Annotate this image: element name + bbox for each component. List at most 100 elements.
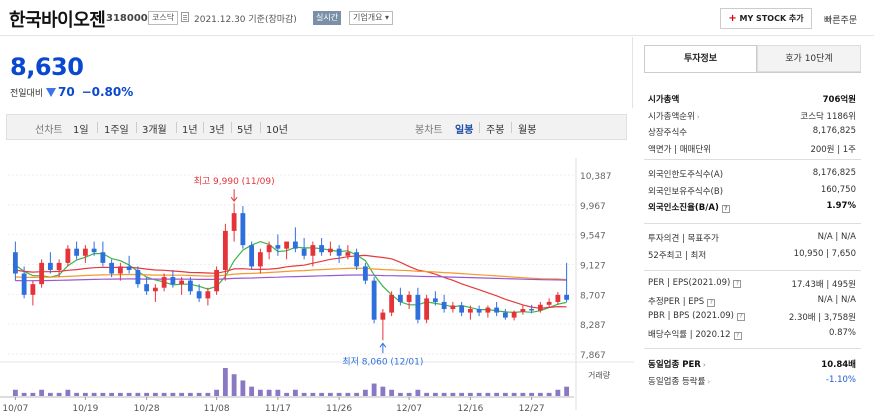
x-tick-label: 10/19 [72,404,98,414]
period-1y[interactable]: 1년 [182,125,198,136]
chevron-right-icon[interactable]: › [707,377,711,386]
volume-label: 거래량 [588,370,611,380]
volume-bar [152,392,158,396]
candle-body [327,248,333,253]
realtime-button[interactable]: 실시간 [313,11,342,25]
my-stock-add-button[interactable]: + MY STOCK 추가 [720,8,812,29]
candle-body [520,309,526,312]
chevron-right-icon[interactable]: › [696,112,700,121]
volume-bar [109,392,115,396]
volume-bar [117,392,123,396]
info-key: 동일업종 등락률 › [648,376,711,387]
period-10y[interactable]: 10년 [266,125,288,136]
info-row: 액면가 | 매매단위 200원 | 1주 [648,143,856,157]
high-arrowhead-icon [230,196,238,203]
x-tick-label: 10/07 [2,404,28,414]
help-icon[interactable]: ? [736,313,745,321]
volume-bar [529,392,535,396]
help-icon[interactable]: ? [733,331,742,340]
info-key: 동일업종 PER › [648,360,706,370]
candle-body [187,280,193,292]
change-percent: −0.80% [81,85,134,99]
candle-body [494,307,500,313]
chevron-right-icon[interactable]: › [702,361,706,369]
tab-investment-info[interactable]: 투자정보 [644,45,757,72]
volume-bar [65,389,71,396]
volume-bar [30,392,36,396]
volume-bar [126,392,132,396]
candle-body [397,294,403,302]
info-value: 706억원 [822,95,856,105]
info-row: 동일업종 PER › 10.84배 [648,358,856,372]
investment-info-panel: 투자정보 호가 10단계 시가총액 706억원 시가총액순위 › 코스닥 1186위 상장… [634,37,874,420]
candle-monthly[interactable]: 월봉 [518,125,537,136]
volume-bar [485,392,491,396]
volume-bar [205,392,211,396]
info-key: PBR | BPS (2021.09)? [648,311,745,321]
candle-body [354,252,360,267]
info-key: 액면가 | 매매단위 [648,144,712,155]
candle-body [310,245,316,256]
info-value: 0.87% [828,327,856,338]
info-row: 동일업종 등락률 › -1.10% [648,375,856,389]
candle-body [100,252,106,263]
info-value: 160,750 [820,184,856,195]
volume-bar [47,392,53,396]
period-3m[interactable]: 3개월 [142,125,167,136]
info-key: 외국인소진율(B/A)? [648,201,730,213]
volume-bar [319,392,325,396]
candle-body [380,312,386,320]
ma120-line [15,274,567,282]
y-tick-label: 8,287 [580,321,606,331]
volume-bar [546,392,552,396]
candle-body [502,312,508,318]
tab-order-book[interactable]: 호가 10단계 [757,45,861,72]
period-1d[interactable]: 1일 [73,125,89,136]
volume-bar [389,389,395,396]
chart-toolbar: 선차트 1일 1주일 3개월 1년 3년 5년 10년 봉차트 일봉 주봉 월봉 [6,114,627,140]
volume-bar [371,383,377,396]
volume-bar [39,389,45,396]
x-tick-label: 12/27 [519,404,545,414]
company-info-dropdown[interactable]: 기업개요 ▾ [349,11,394,25]
y-tick-label: 9,547 [580,232,606,242]
candle-body [266,245,272,253]
price-chart[interactable]: 10,387 9,967 9,547 9,127 8,707 8,287 7,867 10/0… [0,148,634,420]
volume-bar [284,392,290,396]
period-3y[interactable]: 3년 [209,125,225,136]
candle-body [74,248,80,256]
candle-body [485,307,491,313]
help-icon[interactable]: ? [721,205,730,213]
base-date: 2021.12.30 기준(장마감) [194,15,297,25]
period-5y[interactable]: 5년 [237,125,253,136]
candle-weekly[interactable]: 주봉 [486,125,505,136]
candle-body [546,301,552,305]
candle-body [109,262,115,274]
high-annotation: 최고 9,990 (11/09) [194,176,275,187]
info-value: 1.97% [826,201,857,211]
y-tick-label: 10,387 [580,172,612,182]
candle-body [30,284,36,295]
info-value: 10,950 | 7,650 [793,248,856,259]
info-value: 8,176,825 [812,126,856,136]
quick-order-button[interactable]: 빠른주문 [824,16,858,26]
y-tick-label: 9,127 [580,262,606,272]
help-icon[interactable]: ? [707,298,716,307]
candle-daily[interactable]: 일봉 [455,125,474,136]
info-key: 상장주식수 [648,128,688,138]
candle-body [126,266,132,270]
candle-body [249,245,255,267]
candle-body [196,291,202,299]
info-value: N/A | N/A [817,294,856,305]
volume-bars [12,368,570,396]
change-value: 70 [58,85,75,99]
volume-bar [249,386,255,396]
candle-body [135,269,141,285]
period-1w[interactable]: 1주일 [104,125,129,136]
help-icon[interactable]: ? [733,280,742,288]
candle-body [441,301,447,310]
volume-bar [292,389,298,396]
chart-labels: 10,387 9,967 9,547 9,127 8,707 8,287 7,867 10/0… [2,172,611,414]
volume-bar [537,392,543,396]
volume-bar [362,389,368,396]
